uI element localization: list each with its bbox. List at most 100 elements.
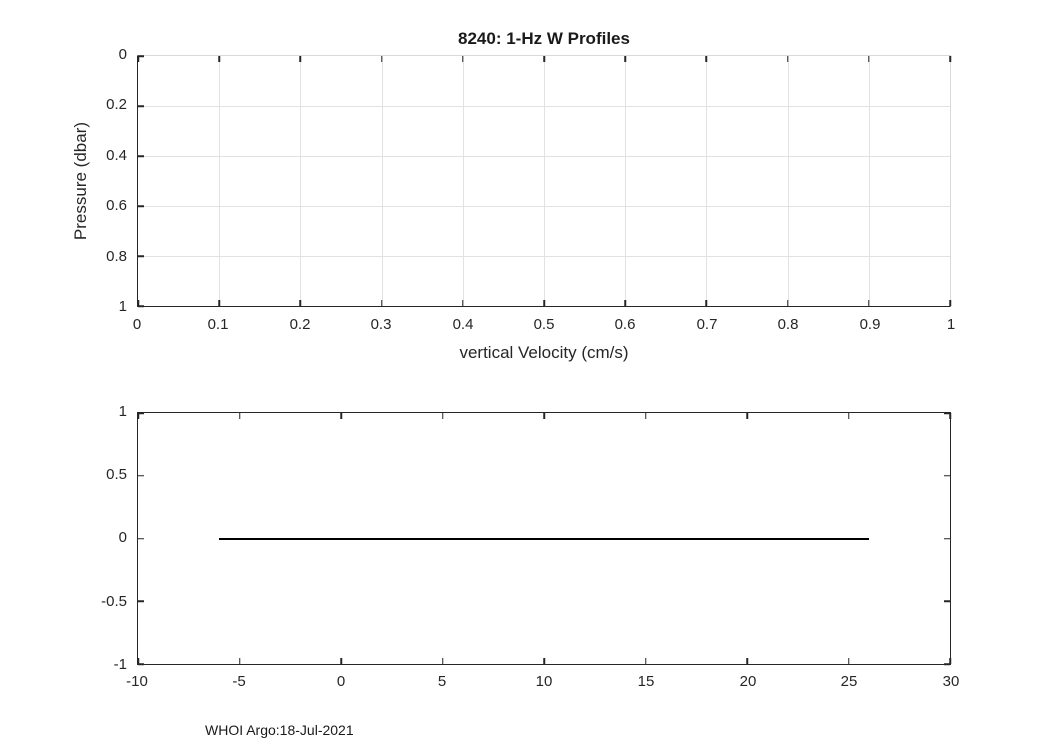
x-tick <box>137 413 139 419</box>
x-tick-label: 0.5 <box>533 316 555 333</box>
gridline <box>868 56 870 306</box>
y-tick-label: 0.4 <box>106 147 127 164</box>
x-tick <box>543 300 545 306</box>
gridline <box>138 206 950 207</box>
x-tick <box>746 413 748 419</box>
y-tick-label: 0.6 <box>106 197 127 214</box>
x-tick <box>137 56 139 62</box>
gridline <box>138 256 950 257</box>
x-tick <box>786 300 789 306</box>
x-tick <box>137 300 139 306</box>
x-tick <box>949 56 951 62</box>
y-tick <box>944 537 950 540</box>
x-tick-label: 0.4 <box>452 316 474 333</box>
x-tick <box>218 56 220 62</box>
x-tick-label: -5 <box>232 673 246 690</box>
x-tick <box>705 56 708 62</box>
y-tick-label: -0.5 <box>101 593 127 610</box>
y-tick <box>138 475 144 477</box>
y-tick <box>138 55 144 57</box>
x-tick-label: -10 <box>126 673 148 690</box>
x-tick-label: 0 <box>132 316 142 333</box>
y-tick <box>138 537 144 540</box>
x-tick <box>786 56 789 62</box>
x-tick-label: 1 <box>946 316 956 333</box>
x-tick <box>543 413 545 419</box>
x-tick-label: 15 <box>637 673 655 690</box>
x-tick <box>949 300 951 306</box>
y-tick-label: 0 <box>118 46 127 63</box>
x-tick <box>868 300 870 306</box>
gridline <box>381 56 383 306</box>
y-tick <box>138 600 144 602</box>
x-tick-label: 10 <box>535 673 553 690</box>
x-tick <box>644 658 647 664</box>
gridline <box>138 156 950 157</box>
top-plot-area <box>137 55 951 307</box>
y-tick <box>138 663 144 665</box>
x-tick <box>137 658 139 664</box>
x-tick <box>462 56 464 62</box>
x-tick <box>868 56 870 62</box>
y-tick <box>138 255 144 257</box>
x-tick <box>624 56 626 62</box>
x-tick-label: 0 <box>336 673 346 690</box>
x-tick <box>340 413 342 419</box>
bottom-plot-area <box>137 412 951 665</box>
x-tick-label: 5 <box>437 673 447 690</box>
x-tick-label: 30 <box>942 673 960 690</box>
y-tick <box>944 600 950 602</box>
gridline <box>300 56 302 306</box>
y-tick-label: 0.2 <box>106 96 127 113</box>
x-tick <box>847 413 850 419</box>
gridline <box>787 56 789 306</box>
x-tick <box>746 658 748 664</box>
x-tick <box>380 300 383 306</box>
y-tick-label: 1 <box>118 298 127 315</box>
y-tick-label: 0.8 <box>106 248 127 265</box>
x-tick <box>543 658 545 664</box>
y-tick-label: 0.5 <box>106 466 127 483</box>
gridline <box>544 56 545 306</box>
y-tick-label: -1 <box>113 656 127 673</box>
x-tick <box>299 56 302 62</box>
x-tick <box>218 300 220 306</box>
x-tick <box>441 413 444 419</box>
x-tick-label: 0.2 <box>289 316 311 333</box>
x-tick <box>380 56 383 62</box>
x-tick-label: 20 <box>739 673 757 690</box>
y-tick <box>944 412 950 414</box>
chart-title: 8240: 1-Hz W Profiles <box>458 29 630 48</box>
x-tick-label: 0.1 <box>207 316 229 333</box>
y-tick <box>138 205 144 207</box>
y-tick <box>138 155 144 157</box>
x-tick <box>949 413 951 419</box>
x-tick-label: 0.3 <box>370 316 392 333</box>
gridline <box>219 56 221 306</box>
gridline <box>706 56 708 306</box>
y-tick-label: 0 <box>118 529 127 546</box>
x-tick <box>543 56 545 62</box>
x-tick <box>847 658 850 664</box>
footer-annotation: WHOI Argo:18-Jul-2021 <box>205 722 354 738</box>
x-axis-label-top-plot: vertical Velocity (cm/s) <box>459 343 629 362</box>
x-tick-label: 25 <box>840 673 858 690</box>
x-tick <box>462 300 464 306</box>
x-tick <box>299 300 302 306</box>
w-profile-line <box>219 537 869 540</box>
x-tick-label: 0.9 <box>859 316 881 333</box>
y-tick <box>138 305 144 307</box>
x-tick <box>949 658 951 664</box>
x-tick-label: 0.8 <box>777 316 799 333</box>
x-tick <box>705 300 708 306</box>
gridline <box>625 56 627 306</box>
y-tick <box>944 663 950 665</box>
y-tick <box>138 105 144 107</box>
x-tick <box>624 300 626 306</box>
x-tick-label: 0.6 <box>614 316 636 333</box>
x-tick <box>340 658 342 664</box>
y-tick <box>138 412 144 414</box>
x-tick <box>644 413 647 419</box>
gridline <box>138 106 950 107</box>
